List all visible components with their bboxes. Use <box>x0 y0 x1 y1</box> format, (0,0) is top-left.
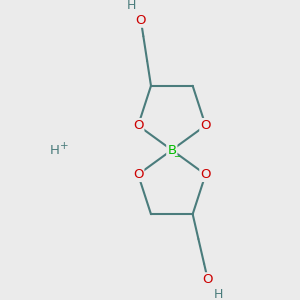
Text: O: O <box>200 168 211 181</box>
Text: O: O <box>202 273 213 286</box>
Text: O: O <box>133 119 143 132</box>
Text: +: + <box>60 141 68 151</box>
Text: H: H <box>214 288 224 300</box>
Text: H: H <box>127 0 136 12</box>
Text: −: − <box>173 152 180 161</box>
Text: H: H <box>50 143 59 157</box>
Text: O: O <box>133 168 143 181</box>
Text: O: O <box>200 119 211 132</box>
Text: B: B <box>167 143 176 157</box>
Text: O: O <box>136 14 146 27</box>
